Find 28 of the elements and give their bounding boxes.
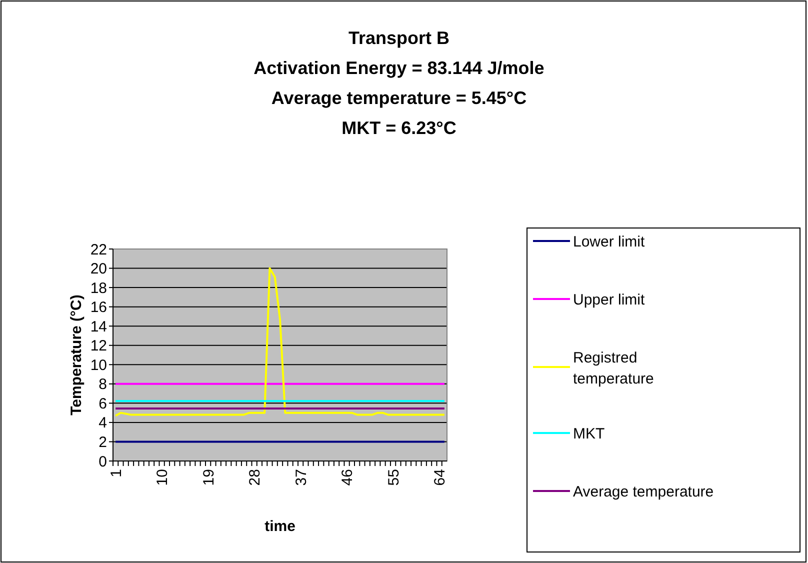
x-axis-title: time [264,518,296,535]
x-tick-label: 64 [432,469,449,486]
y-axis-title: Temperature (°C) [68,294,85,416]
y-tick-label: 2 [98,434,107,451]
legend-label: Upper limit [573,291,646,308]
legend-label: Registred temperature [573,349,654,388]
y-tick-label: 18 [90,280,107,297]
legend-label: Average temperature [573,483,714,500]
y-tick-label: 0 [98,453,107,470]
legend-label: MKT [573,425,605,442]
x-tick-label: 46 [339,469,356,486]
x-tick-label: 10 [154,469,172,486]
y-tick-label: 10 [90,356,107,374]
y-tick-label: 8 [98,376,107,394]
y-tick-label: 22 [90,241,107,258]
y-tick-label: 4 [98,414,107,432]
x-tick-label: 19 [200,469,218,486]
x-tick-label: 37 [292,469,310,486]
y-tick-label: 6 [98,395,107,412]
legend-label: Lower limit [573,233,646,250]
chart-title: Transport B Activation Energy = 83.144 J/mole Average temperature = 5.45°C MKT = 6.23°C [254,28,544,138]
y-tick-label: 14 [90,318,107,336]
x-tick-label: 55 [385,469,402,486]
x-tick-label: 1 [108,469,125,478]
y-tick-label: 12 [90,338,107,355]
y-tick-label: 16 [90,299,107,316]
x-tick-label: 28 [246,469,264,486]
y-tick-label: 20 [90,260,107,278]
